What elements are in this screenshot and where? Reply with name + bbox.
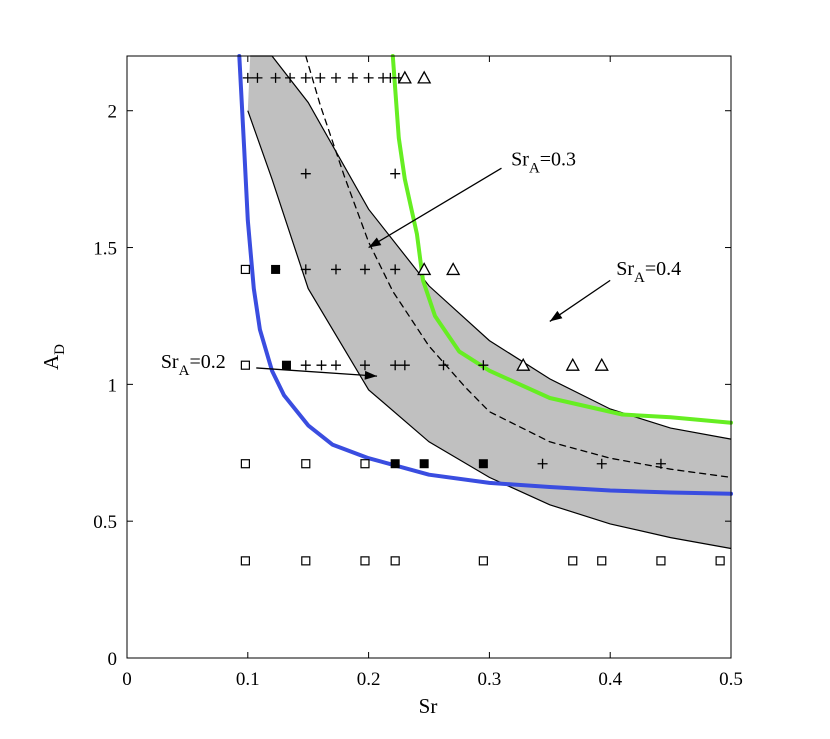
- triangle-marker-6: [594, 357, 609, 371]
- y-tick-label-2: 1: [108, 375, 118, 396]
- x-tick-label-1: 0.1: [236, 669, 260, 690]
- filled-square-marker-1: [281, 360, 291, 370]
- series-line-2: [390, 54, 733, 425]
- annotation-sub-1: A: [634, 270, 645, 286]
- band-lower-edge: [247, 110, 732, 550]
- plus-marker-10: [385, 72, 396, 83]
- shaded-band: [247, 56, 732, 549]
- y-tick-label-3: 1.5: [93, 239, 117, 260]
- annotation-label-2: SrA=0.2: [161, 351, 226, 379]
- y-tick-label-4: 2: [108, 102, 118, 123]
- y-tick-label-0: 0: [108, 649, 118, 670]
- plus-marker-3: [285, 72, 296, 83]
- annotation-sub-0: A: [529, 160, 540, 176]
- open-square-marker-13: [715, 556, 725, 566]
- plus-marker-6: [330, 72, 341, 83]
- x-tick-label-5: 0.5: [719, 669, 743, 690]
- open-square-marker-3: [301, 459, 311, 469]
- y-tick-label-1: 0.5: [93, 512, 117, 533]
- x-tick-label-4: 0.4: [598, 669, 622, 690]
- open-square-marker-11: [597, 556, 607, 566]
- annotation-main-2: Sr: [161, 351, 179, 373]
- plus-marker-0: [242, 72, 253, 83]
- plus-marker-8: [363, 72, 374, 83]
- y-axis-label-main: A: [39, 354, 63, 370]
- curve-layer: [237, 54, 733, 496]
- filled-square-marker-0: [271, 264, 281, 274]
- annotation-main-1: Sr: [616, 258, 634, 280]
- plus-marker-2: [270, 72, 281, 83]
- plus-marker-16: [359, 264, 370, 275]
- annotation-label-0: SrA=0.3: [511, 148, 576, 176]
- plus-marker-12: [300, 168, 311, 179]
- shaded-band-layer: [247, 55, 732, 550]
- plus-marker-27: [596, 458, 607, 469]
- annotation-label-1: SrA=0.4: [616, 258, 681, 286]
- plus-marker-20: [330, 360, 341, 371]
- annotation-arrowhead-1: [549, 310, 563, 322]
- open-square-marker-6: [301, 556, 311, 566]
- open-square-marker-4: [360, 459, 370, 469]
- plus-marker-21: [359, 360, 370, 371]
- annotation-arrow-2: [256, 367, 378, 377]
- triangle-marker-0: [397, 70, 412, 84]
- y-axis-label-sub: D: [52, 344, 68, 355]
- triangle-marker-5: [565, 357, 580, 371]
- open-square-marker-9: [478, 556, 488, 566]
- svg-text:AD: AD: [39, 344, 68, 370]
- open-square-marker-0: [240, 264, 250, 275]
- plus-marker-28: [655, 458, 666, 469]
- plus-marker-18: [300, 360, 311, 371]
- annotation-main-0: Sr: [511, 148, 529, 170]
- filled-square-marker-2: [390, 459, 400, 469]
- triangle-marker-2: [417, 262, 432, 276]
- marker-layer: [240, 70, 725, 566]
- filled-square-marker-4: [478, 459, 488, 469]
- plus-marker-19: [316, 360, 327, 371]
- annotation-arrow-0: [368, 167, 502, 249]
- annotation-value-0: =0.3: [540, 148, 576, 170]
- annotation-arrowhead-0: [368, 237, 382, 248]
- x-tick-label-3: 0.3: [478, 669, 502, 690]
- tick-layer: 0 0.1 0.2 0.3 0.4 0.5 0 0.5 1 1.5 2: [93, 56, 743, 690]
- plus-marker-14: [300, 264, 311, 275]
- annotation-value-1: =0.4: [645, 258, 681, 280]
- plus-marker-17: [390, 264, 401, 275]
- series-line-1: [237, 54, 733, 496]
- plus-marker-4: [300, 72, 311, 83]
- open-square-marker-7: [360, 556, 370, 566]
- annotation-value-2: =0.2: [189, 351, 225, 373]
- annotation-sub-2: A: [179, 363, 190, 379]
- x-tick-label-2: 0.2: [357, 669, 381, 690]
- open-square-marker-2: [240, 459, 250, 469]
- open-square-marker-5: [240, 556, 250, 566]
- open-square-marker-8: [390, 556, 400, 566]
- open-square-marker-10: [568, 556, 578, 566]
- plus-marker-25: [478, 360, 489, 371]
- open-square-marker-1: [240, 360, 250, 370]
- triangle-marker-4: [516, 357, 531, 371]
- plus-marker-23: [399, 360, 410, 371]
- x-axis-label: Sr: [419, 694, 438, 718]
- filled-square-marker-3: [419, 459, 429, 469]
- plus-marker-26: [537, 458, 548, 469]
- plus-marker-5: [315, 72, 326, 83]
- y-axis-label: AD: [39, 344, 68, 370]
- plus-marker-24: [438, 360, 449, 371]
- annotation-arrowhead-2: [364, 370, 378, 380]
- plot-frame: [126, 55, 732, 659]
- open-square-marker-12: [656, 556, 666, 566]
- series-line-0: [305, 55, 732, 479]
- plus-marker-7: [347, 72, 358, 83]
- triangle-marker-1: [417, 70, 432, 84]
- plus-marker-13: [390, 168, 401, 179]
- plus-marker-1: [252, 72, 263, 83]
- triangle-marker-3: [446, 262, 461, 276]
- plus-marker-15: [330, 264, 341, 275]
- x-tick-label-0: 0: [122, 669, 132, 690]
- plus-marker-22: [390, 360, 401, 371]
